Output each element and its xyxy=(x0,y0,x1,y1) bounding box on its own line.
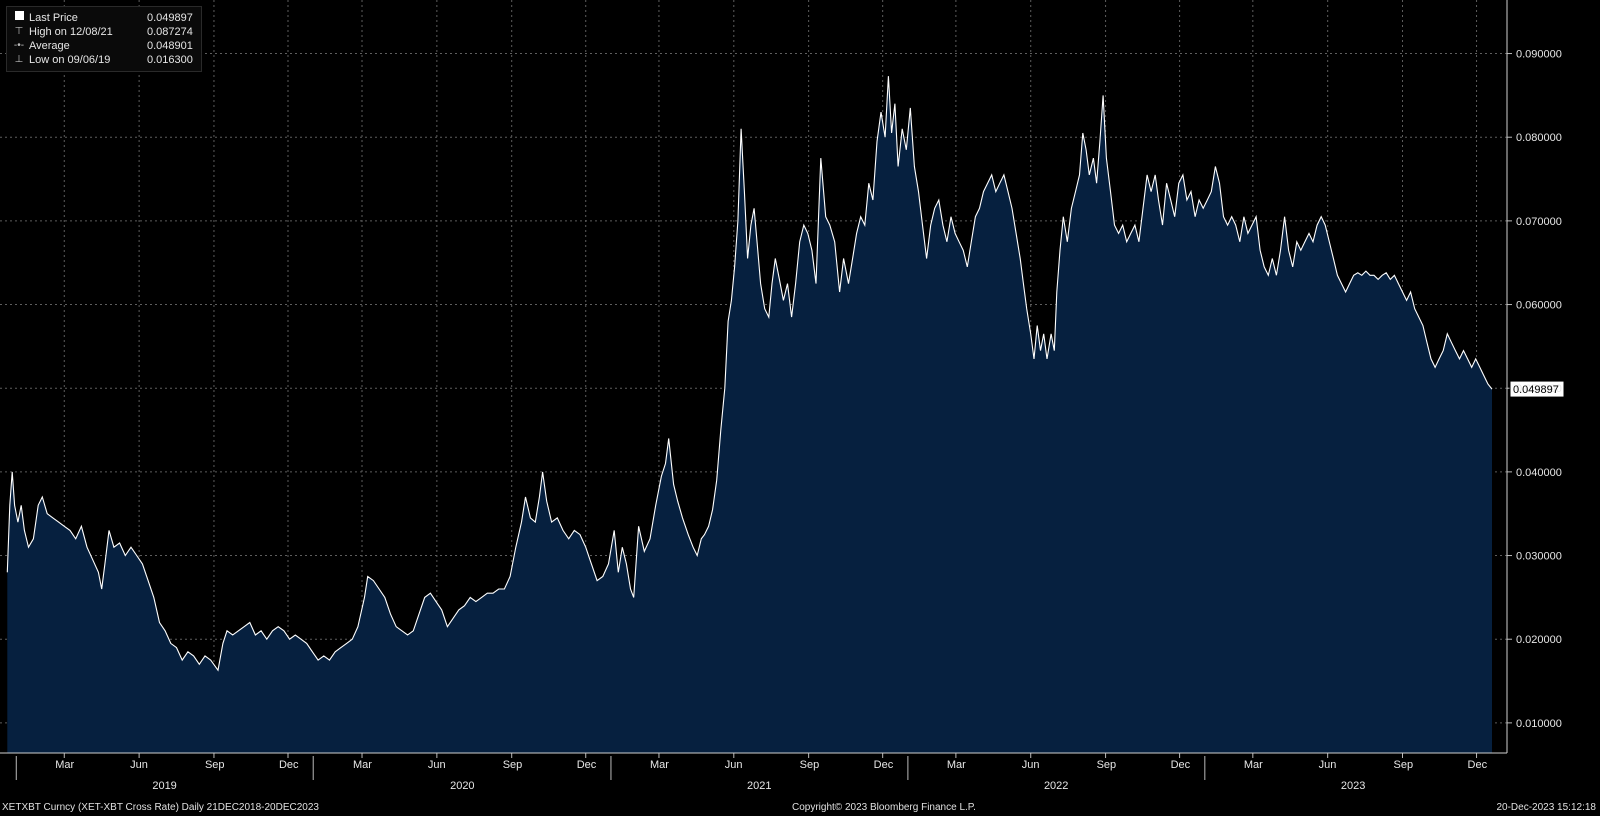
legend-last-value: 0.049897 xyxy=(147,12,193,24)
legend-average-row: -•- Average 0.048901 xyxy=(13,39,193,53)
axes xyxy=(0,0,1565,780)
y-tick-label: 0.050000 xyxy=(1516,383,1562,395)
footer-ticker: XETXBT Curncy (XET-XBT Cross Rate) Daily… xyxy=(2,802,319,813)
x-tick-label: Dec xyxy=(279,759,299,771)
y-tick-label: 0.010000 xyxy=(1516,718,1562,730)
x-tick-label: Dec xyxy=(1171,759,1191,771)
area-series xyxy=(6,76,1493,754)
last-price-swatch-icon xyxy=(13,11,25,25)
y-tick-label: 0.040000 xyxy=(1516,467,1562,479)
legend-average-value: 0.048901 xyxy=(147,40,193,52)
x-tick-label: Jun xyxy=(428,759,446,771)
x-tick-label: Jun xyxy=(725,759,743,771)
footer-timestamp: 20-Dec-2023 15:12:18 xyxy=(1496,802,1596,813)
y-tick-label: 0.020000 xyxy=(1516,634,1562,646)
x-tick-label: Sep xyxy=(1097,759,1117,771)
footer-copyright: Copyright© 2023 Bloomberg Finance L.P. xyxy=(792,802,976,813)
x-tick-label: Sep xyxy=(205,759,225,771)
x-tick-label: Dec xyxy=(874,759,894,771)
x-tick-label: Mar xyxy=(650,759,669,771)
x-tick-label: Dec xyxy=(1468,759,1488,771)
x-tick-label: Sep xyxy=(800,759,820,771)
last-price-label: 0.049897 xyxy=(1513,384,1559,396)
x-tick-label: Jun xyxy=(1319,759,1337,771)
legend-high-label: High on 12/08/21 xyxy=(29,26,113,38)
year-label: 2022 xyxy=(1044,780,1068,792)
legend-low-label: Low on 09/06/19 xyxy=(29,54,111,66)
legend-average-label: Average xyxy=(29,40,70,52)
x-tick-label: Sep xyxy=(1394,759,1414,771)
area-fill xyxy=(7,76,1492,754)
y-tick-label: 0.070000 xyxy=(1516,216,1562,228)
average-marker-icon: -•- xyxy=(13,40,25,51)
year-label: 2020 xyxy=(450,780,474,792)
x-tick-label: Mar xyxy=(353,759,372,771)
legend-last-label: Last Price xyxy=(29,12,78,24)
legend-low-value: 0.016300 xyxy=(147,54,193,66)
x-tick-label: Dec xyxy=(577,759,597,771)
x-tick-label: Jun xyxy=(1022,759,1040,771)
y-tick-label: 0.080000 xyxy=(1516,132,1562,144)
high-marker-icon: ⊤ xyxy=(14,26,24,37)
year-label: 2023 xyxy=(1341,780,1365,792)
legend-high-value: 0.087274 xyxy=(147,26,193,38)
x-tick-label: Jun xyxy=(130,759,148,771)
legend: Last Price 0.049897 ⊤ High on 12/08/21 0… xyxy=(6,6,202,72)
low-marker-icon: ⊥ xyxy=(14,54,24,65)
last-price-label-box xyxy=(1509,380,1565,398)
series-line-last-price xyxy=(6,76,1493,672)
y-tick-label: 0.090000 xyxy=(1516,49,1562,61)
y-tick-label: 0.030000 xyxy=(1516,551,1562,563)
legend-high-row: ⊤ High on 12/08/21 0.087274 xyxy=(13,25,193,39)
legend-low-row: ⊥ Low on 09/06/19 0.016300 xyxy=(13,53,193,67)
y-tick-label: 0.060000 xyxy=(1516,300,1562,312)
x-tick-label: Sep xyxy=(503,759,523,771)
tick-labels: 0.010000 0.020000 0.030000 0.040000 0.050000… xyxy=(55,49,1562,792)
x-tick-label: Mar xyxy=(1244,759,1263,771)
year-label: 2019 xyxy=(152,780,176,792)
legend-last-row: Last Price 0.049897 xyxy=(13,11,193,25)
x-tick-label: Mar xyxy=(55,759,74,771)
x-tick-label: Mar xyxy=(947,759,966,771)
year-label: 2021 xyxy=(747,780,771,792)
